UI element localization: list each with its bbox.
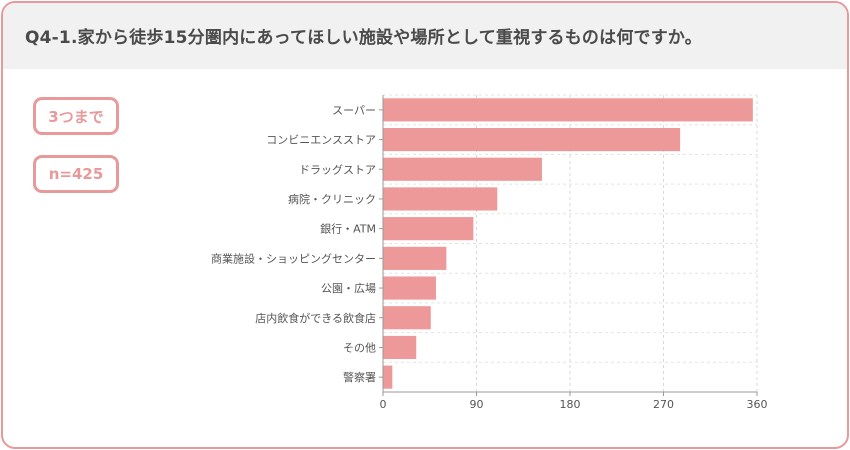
category-label: 公園・広場	[321, 282, 376, 295]
x-tick-label: 90	[470, 398, 484, 411]
category-label: その他	[343, 341, 376, 354]
bar	[383, 127, 681, 152]
bar	[383, 157, 542, 181]
x-tick-label: 270	[653, 398, 674, 411]
bar	[383, 306, 431, 330]
sample-size-badge: n=425	[33, 155, 119, 193]
x-tick-label: 0	[380, 398, 387, 411]
bar	[383, 365, 393, 389]
category-label: 商業施設・ショッピングセンター	[211, 251, 376, 265]
answer-limit-badge: 3つまで	[33, 97, 119, 135]
question-title: Q4-1.家から徒歩15分圏内にあってほしい施設や場所として重視するものは何です…	[25, 28, 702, 48]
x-tick-label: 180	[560, 398, 581, 411]
bar	[383, 276, 436, 300]
bar	[383, 98, 753, 122]
bar	[383, 187, 498, 211]
category-label: コンビニエンスストア	[266, 134, 376, 147]
bar	[383, 335, 417, 360]
bar	[383, 246, 447, 270]
category-label: 病院・クリニック	[288, 192, 376, 206]
category-label: 銀行・ATM	[320, 222, 376, 236]
question-header: Q4-1.家から徒歩15分圏内にあってほしい施設や場所として重視するものは何です…	[3, 3, 847, 69]
category-label: ドラッグストア	[299, 162, 376, 176]
category-label: スーパー	[332, 104, 376, 117]
category-label: 店内飲食ができる飲食店	[255, 311, 376, 325]
category-label: 警察署	[343, 370, 376, 384]
x-tick-label: 360	[747, 398, 768, 411]
bar	[383, 217, 474, 241]
